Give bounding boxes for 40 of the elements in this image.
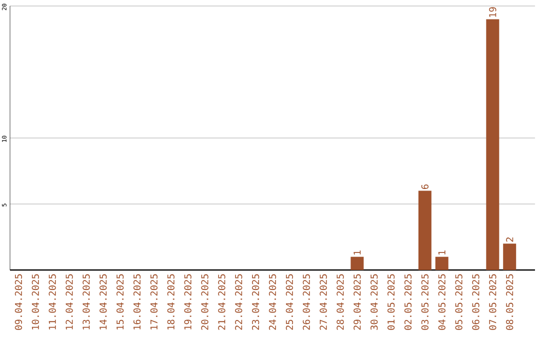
x-tick-label: 03.05.2025 <box>421 274 429 330</box>
x-tick-label: 28.04.2025 <box>336 274 344 330</box>
x-tick-label: 07.05.2025 <box>489 274 496 330</box>
x-tick-label: 04.05.2025 <box>438 274 446 330</box>
x-tick-label: 21.04.2025 <box>218 274 226 330</box>
x-tick-label: 10.04.2025 <box>32 274 39 330</box>
x-tick-label: 08.05.2025 <box>506 274 514 330</box>
x-tick-label: 09.04.2025 <box>14 274 22 330</box>
x-tick-label: 06.05.2025 <box>472 274 480 330</box>
x-tick-label: 27.04.2025 <box>320 274 327 330</box>
x-tick-label: 02.05.2025 <box>404 274 412 330</box>
x-tick-label: 05.05.2025 <box>455 274 462 330</box>
data-label: 19 <box>489 7 496 17</box>
x-tick-label: 15.04.2025 <box>116 274 124 330</box>
x-tick-label: 12.04.2025 <box>66 274 73 330</box>
x-tick-label: 26.04.2025 <box>302 274 310 330</box>
x-tick-label: 23.04.2025 <box>252 274 260 330</box>
x-tick-label: 30.04.2025 <box>370 274 378 330</box>
x-tick-label: 01.05.2025 <box>387 274 395 330</box>
x-tick-label: 24.04.2025 <box>268 274 276 330</box>
data-label: 1 <box>438 250 446 254</box>
x-tick-label: 11.04.2025 <box>48 274 56 330</box>
bar <box>486 19 500 270</box>
x-tick-label: 18.04.2025 <box>167 274 174 330</box>
x-tick-label: 14.04.2025 <box>100 274 107 330</box>
data-label: 1 <box>354 250 361 254</box>
x-tick-label: 19.04.2025 <box>184 274 192 330</box>
data-label: 6 <box>421 184 429 189</box>
x-tick-label: 13.04.2025 <box>82 274 90 330</box>
x-tick-label: 16.04.2025 <box>133 274 141 330</box>
x-tick-label: 29.04.2025 <box>354 274 361 330</box>
bar <box>350 256 364 270</box>
x-tick-label: 20.04.2025 <box>201 274 208 330</box>
data-label: 2 <box>506 238 514 242</box>
x-tick-label: 22.04.2025 <box>235 274 242 330</box>
bar <box>503 244 516 270</box>
bar <box>418 190 432 270</box>
x-tick-label: 25.04.2025 <box>286 274 294 330</box>
bar <box>435 256 448 270</box>
x-tick-label: 17.04.2025 <box>150 274 158 330</box>
